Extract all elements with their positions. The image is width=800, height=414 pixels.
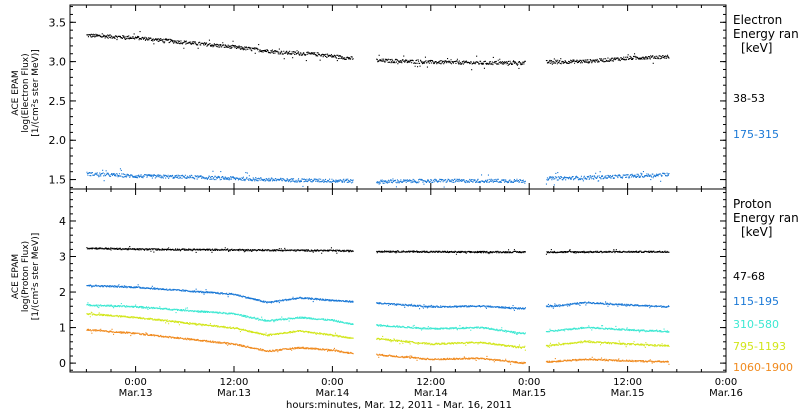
panel-frames-layer: [69, 4, 727, 373]
series-points-175-315: [86, 168, 670, 188]
series-electron-38-53: [86, 31, 670, 71]
legend-title: Proton: [733, 197, 772, 211]
series-points-310-580: [86, 302, 670, 335]
y-tick-label: 1.5: [49, 174, 67, 187]
x-tick-date-label: Mar.14: [315, 388, 349, 399]
y-tick-label: 1: [59, 322, 66, 335]
x-tick-time-label: 12:00: [220, 377, 249, 388]
x-tick-time-label: 12:00: [416, 377, 445, 388]
legend-subtitle: Energy ran: [733, 27, 799, 41]
legend-entry-175-315: 175-315: [733, 128, 779, 141]
series-points-795-1193: [86, 311, 670, 351]
y-axis-label-line: ACE EPAM: [11, 254, 21, 299]
series-points-1060-1900: [86, 328, 670, 365]
x-tick-date-label: Mar.14: [414, 388, 448, 399]
y-tick-label: 3.0: [49, 56, 67, 69]
series-points-115-195: [86, 284, 670, 311]
x-tick-time-label: 0:00: [321, 377, 343, 388]
series-electron-175-315: [86, 168, 670, 188]
y-axis-label-line: ACE EPAM: [11, 70, 21, 115]
legend-subtitle: Energy ran: [733, 211, 799, 225]
y-tick-label: 2.5: [49, 95, 67, 108]
series-points-38-53: [86, 31, 670, 71]
series-proton-310-580: [86, 302, 670, 335]
series-proton-47-68: [86, 246, 670, 255]
legend-entry-38-53: 38-53: [733, 92, 765, 105]
legend-entry-115-195: 115-195: [733, 295, 779, 308]
legend-entry-1060-1900: 1060-1900: [733, 361, 793, 374]
x-axis-label: hours:minutes, Mar. 12, 2011 - Mar. 16, …: [286, 400, 512, 410]
y-tick-label: 3: [59, 251, 66, 264]
legend-unit: [keV]: [741, 225, 772, 239]
legend-entry-310-580: 310-580: [733, 318, 779, 331]
y-tick-label: 2.0: [49, 134, 67, 147]
x-tick-date-label: Mar.15: [512, 388, 546, 399]
legend-title: Electron: [733, 13, 782, 27]
y-axis-label-line: [1/(cm²s ster MeV)]: [31, 233, 41, 320]
y-tick-label: 4: [59, 215, 66, 228]
x-tick-time-label: 0:00: [518, 377, 540, 388]
x-tick-time-label: 12:00: [613, 377, 642, 388]
legend-entry-795-1193: 795-1193: [733, 340, 786, 353]
y-axis-label-line: log(Electron Flux): [21, 53, 31, 132]
x-tick-date-label: Mar.16: [709, 388, 743, 399]
y-axis-label-proton: ACE EPAMlog(Proton Flux)[1/(cm²s ster Me…: [11, 233, 41, 320]
y-axis-label-line: log(Proton Flux): [21, 241, 31, 312]
panel-frame-electron: [69, 4, 727, 190]
x-tick-date-label: Mar.13: [217, 388, 251, 399]
series-proton-1060-1900: [86, 328, 670, 365]
series-proton-115-195: [86, 284, 670, 311]
data-points-layer: [86, 31, 670, 365]
x-tick-time-label: 0:00: [715, 377, 737, 388]
x-tick-date-label: Mar.15: [611, 388, 645, 399]
panel-frame-proton: [69, 188, 727, 373]
y-axis-label-line: [1/(cm²s ster MeV)]: [31, 49, 41, 136]
y-tick-label: 2: [59, 286, 66, 299]
y-tick-label: 3.5: [49, 16, 67, 29]
y-axis-label-electron: ACE EPAMlog(Electron Flux)[1/(cm²s ster …: [11, 49, 41, 136]
legend-unit: [keV]: [741, 41, 772, 55]
y-tick-label: 0: [59, 357, 66, 370]
series-points-47-68: [86, 246, 670, 255]
legend-entry-47-68: 47-68: [733, 270, 765, 283]
x-tick-time-label: 0:00: [124, 377, 146, 388]
x-tick-date-label: Mar.13: [119, 388, 153, 399]
series-proton-795-1193: [86, 311, 670, 351]
